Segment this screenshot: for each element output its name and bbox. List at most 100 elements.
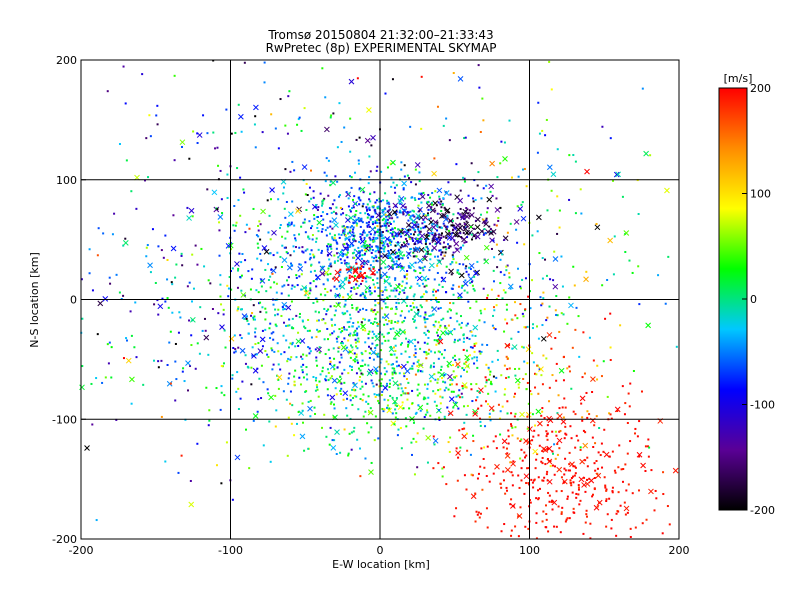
data-point-cross bbox=[478, 228, 485, 235]
data-point-dot bbox=[279, 98, 282, 101]
data-point-dot bbox=[405, 277, 408, 280]
data-point-cross bbox=[303, 290, 310, 296]
data-point-dot bbox=[375, 372, 378, 375]
data-point-dot bbox=[338, 361, 341, 364]
data-point-dot bbox=[611, 491, 614, 494]
data-point-dot bbox=[520, 467, 523, 470]
data-point-dot bbox=[491, 360, 494, 363]
data-point-dot bbox=[385, 220, 388, 223]
data-point-dot bbox=[397, 249, 400, 252]
data-point-dot bbox=[293, 250, 296, 253]
data-point-dot bbox=[252, 419, 255, 422]
data-point-dot bbox=[376, 324, 379, 327]
data-point-dot bbox=[414, 276, 417, 279]
data-point-dot bbox=[383, 398, 386, 401]
data-point-dot bbox=[401, 227, 404, 230]
data-point-dot bbox=[430, 206, 433, 209]
data-point-dot bbox=[400, 161, 403, 164]
data-point-dot bbox=[347, 351, 350, 354]
data-point-dot bbox=[445, 248, 448, 251]
data-point-dot bbox=[612, 273, 615, 276]
data-point-dot bbox=[416, 388, 419, 391]
data-point-dot bbox=[360, 321, 363, 324]
data-point-dot bbox=[499, 410, 502, 413]
data-point-dot bbox=[360, 219, 363, 222]
data-point-dot bbox=[586, 465, 589, 468]
data-point-dot bbox=[410, 247, 413, 250]
data-point-dot bbox=[455, 163, 458, 166]
data-point-dot bbox=[563, 473, 566, 476]
data-point-dot bbox=[305, 208, 308, 211]
data-point-dot bbox=[373, 233, 376, 236]
data-point-dot bbox=[389, 394, 392, 397]
data-point-dot bbox=[293, 224, 296, 227]
data-point-dot bbox=[390, 185, 393, 188]
data-point-cross bbox=[382, 252, 388, 259]
data-point-dot bbox=[408, 177, 411, 180]
data-point-cross bbox=[319, 265, 326, 272]
data-point-dot bbox=[286, 252, 289, 255]
data-point-dot bbox=[274, 425, 277, 428]
data-point-dot bbox=[268, 252, 271, 255]
data-point-dot bbox=[485, 474, 488, 477]
data-point-dot bbox=[335, 337, 338, 340]
data-point-dot bbox=[325, 174, 328, 177]
data-point-dot bbox=[462, 244, 465, 247]
data-point-dot bbox=[295, 274, 298, 277]
data-point-dot bbox=[377, 437, 380, 440]
data-point-dot bbox=[373, 209, 376, 212]
data-point-dot bbox=[365, 275, 368, 278]
data-point-dot bbox=[419, 208, 422, 211]
data-point-dot bbox=[400, 265, 403, 268]
data-point-dot bbox=[384, 266, 387, 269]
y-tick-label: 100 bbox=[56, 174, 77, 187]
data-point-dot bbox=[557, 505, 560, 508]
data-point-dot bbox=[447, 229, 450, 232]
data-point-dot bbox=[386, 404, 389, 407]
data-point-dot bbox=[418, 284, 421, 287]
data-point-dot bbox=[423, 383, 426, 386]
data-point-dot bbox=[490, 288, 493, 291]
data-point-dot bbox=[255, 289, 258, 292]
data-point-dot bbox=[548, 460, 551, 463]
data-point-dot bbox=[425, 225, 428, 228]
data-point-dot bbox=[327, 267, 330, 270]
data-point-dot bbox=[337, 350, 340, 353]
data-point-dot bbox=[180, 252, 183, 255]
data-point-dot bbox=[538, 132, 541, 135]
data-point-cross bbox=[370, 269, 376, 276]
data-point-dot bbox=[231, 498, 234, 501]
chart-subtitle: RwPretec (8p) EXPERIMENTAL SKYMAP bbox=[266, 41, 497, 55]
data-point-dot bbox=[555, 434, 558, 437]
data-point-cross bbox=[316, 219, 323, 226]
data-point-dot bbox=[474, 334, 477, 337]
data-point-dot bbox=[388, 382, 391, 385]
data-point-dot bbox=[414, 270, 417, 273]
data-point-dot bbox=[382, 237, 385, 240]
data-point-dot bbox=[438, 233, 441, 236]
data-point-dot bbox=[626, 511, 629, 514]
data-point-dot bbox=[242, 188, 245, 191]
data-point-dot bbox=[638, 420, 641, 423]
data-point-dot bbox=[472, 287, 475, 290]
data-point-dot bbox=[377, 332, 380, 335]
data-point-dot bbox=[397, 258, 400, 261]
data-point-dot bbox=[309, 399, 312, 402]
data-point-dot bbox=[401, 280, 404, 283]
data-point-dot bbox=[482, 187, 485, 190]
data-point-dot bbox=[495, 447, 498, 450]
data-point-dot bbox=[560, 512, 563, 515]
data-point-dot bbox=[364, 350, 367, 353]
data-point-dot bbox=[515, 228, 518, 231]
data-point-dot bbox=[472, 440, 475, 443]
data-point-dot bbox=[284, 216, 287, 219]
data-point-dot bbox=[322, 218, 325, 221]
data-point-cross bbox=[455, 450, 461, 456]
data-point-dot bbox=[585, 391, 588, 394]
data-point-dot bbox=[375, 353, 378, 356]
data-point-dot bbox=[534, 386, 537, 389]
data-point-dot bbox=[367, 223, 370, 226]
data-point-dot bbox=[519, 457, 522, 460]
data-point-dot bbox=[343, 230, 346, 233]
